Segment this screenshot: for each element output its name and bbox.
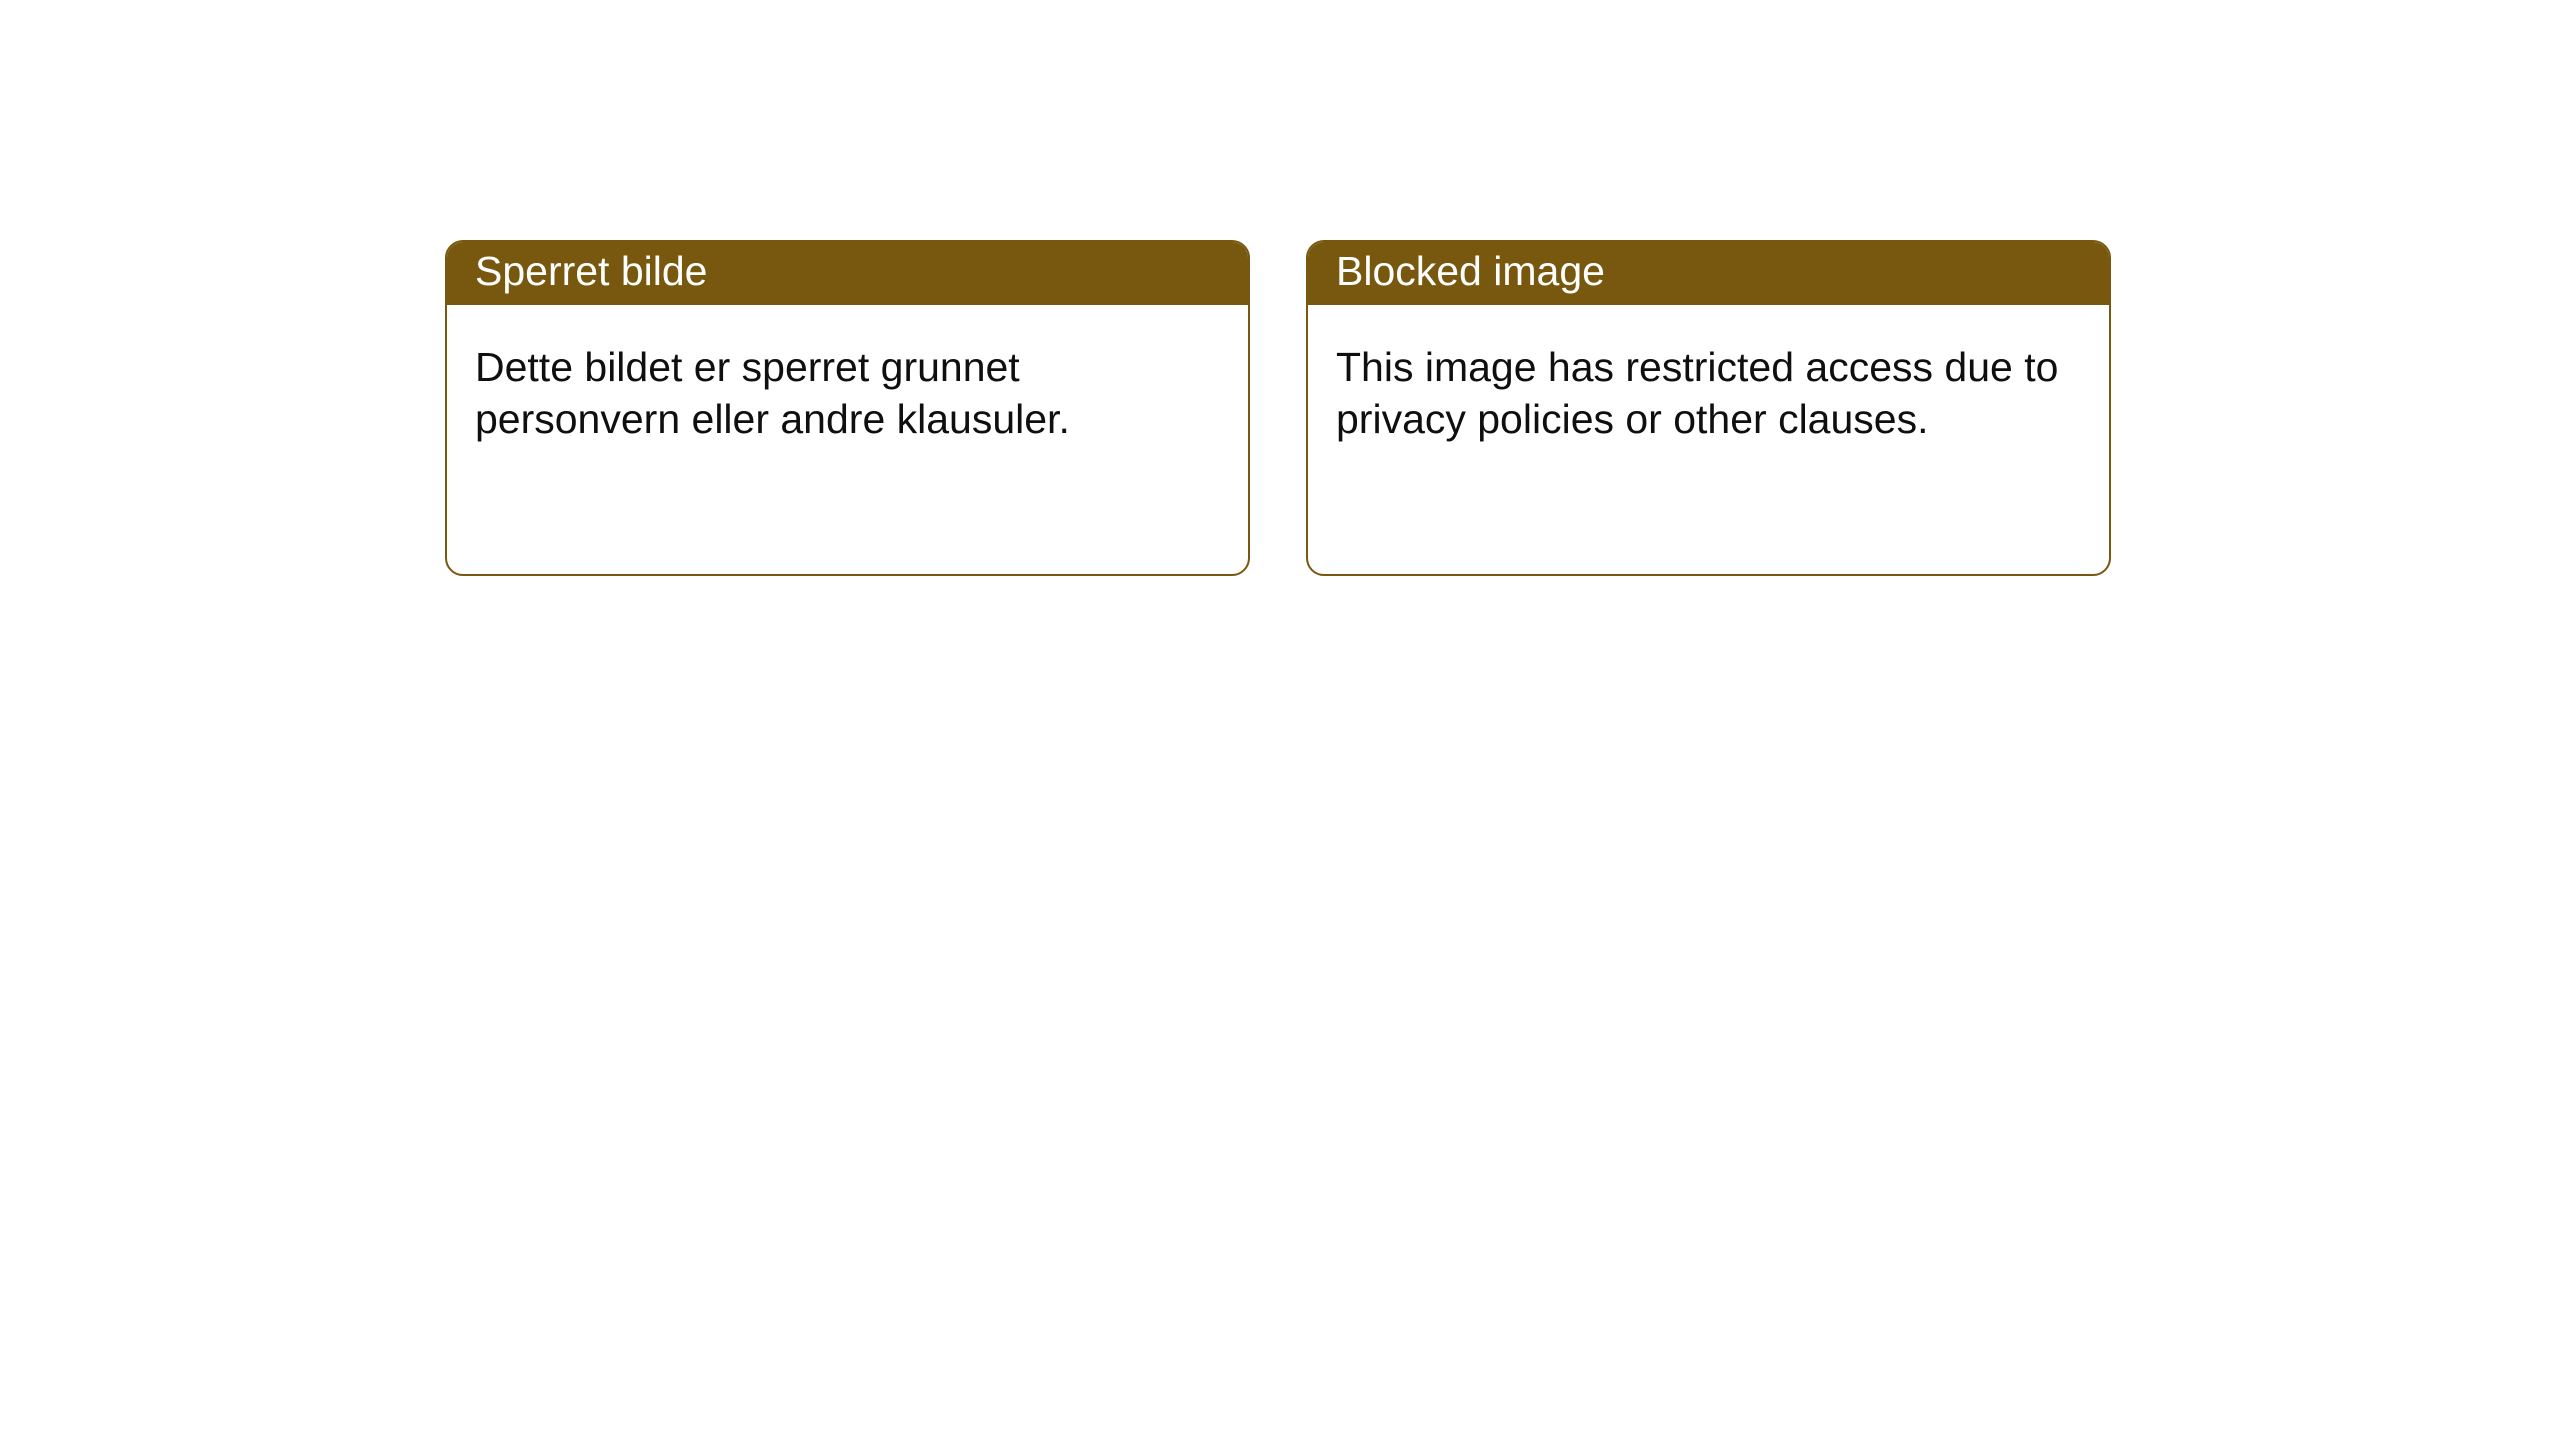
blocked-image-notice-container: Sperret bilde Dette bildet er sperret gr… — [445, 240, 2111, 576]
card-body-text: Dette bildet er sperret grunnet personve… — [447, 305, 1248, 466]
blocked-image-card-en: Blocked image This image has restricted … — [1306, 240, 2111, 576]
blocked-image-card-nb: Sperret bilde Dette bildet er sperret gr… — [445, 240, 1250, 576]
card-title: Sperret bilde — [447, 242, 1248, 305]
card-body-text: This image has restricted access due to … — [1308, 305, 2109, 466]
card-title: Blocked image — [1308, 242, 2109, 305]
